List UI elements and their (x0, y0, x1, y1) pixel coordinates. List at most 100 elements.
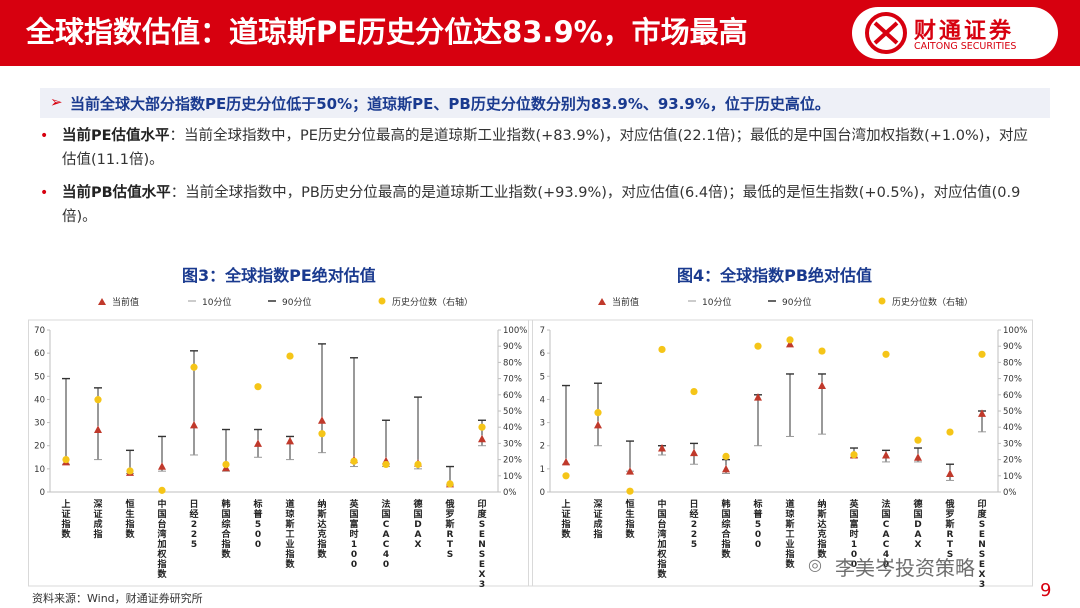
current-value-point (190, 420, 198, 429)
y-tick-label: 6 (540, 349, 545, 359)
current-value-point (626, 467, 634, 475)
percentile-point (190, 363, 198, 371)
bullet-icon: • (40, 185, 49, 201)
legend-label: 90分位 (782, 296, 811, 308)
current-value-point (882, 450, 890, 459)
x-tick-label: 恒生指数 (625, 498, 635, 540)
chart-title-pe: 图3：全球指数PE绝对估值 (182, 266, 376, 285)
percentile-point (882, 350, 890, 358)
y-tick-label: 1 (540, 465, 545, 475)
percentile-point (722, 452, 730, 460)
current-value-point (946, 469, 954, 477)
y-tick-label: 70 (34, 326, 45, 336)
pe-label: 当前PE估值水平 (62, 128, 170, 144)
wechat-icon: ◎ (808, 555, 822, 574)
legend-current-marker (98, 298, 106, 305)
percentile-point (62, 456, 70, 464)
current-value-point (562, 457, 570, 466)
current-value-point (914, 453, 922, 461)
summary-text: 当前全球大部分指数PE历史分位低于50%；道琼斯PE、PB历史分位数分别为83.… (70, 95, 830, 113)
header-bar: 全球指数估值：道琼斯PE历史分位达83.9%，市场最高 财通证券 CAITONG… (0, 0, 1080, 66)
y-tick-label: 10 (34, 465, 45, 475)
pe-paragraph: 当前PE估值水平：当前全球指数中，PE历史分位最高的是道琼斯工业指数(+83.9… (62, 124, 1042, 172)
x-tick-label: 纳斯达克指数 (317, 498, 327, 560)
y2-tick-label: 70% (1003, 375, 1022, 385)
y2-tick-label: 0% (503, 488, 517, 498)
y2-tick-label: 30% (1003, 439, 1022, 449)
percentile-point (754, 342, 762, 350)
percentile-point (158, 486, 166, 494)
y2-tick-label: 20% (503, 456, 522, 466)
current-value-point (94, 425, 102, 434)
pb-chart: 当前值 10分位 90分位 历史分位数（右轴）012345670%10%20%30%4… (528, 296, 1033, 590)
source-note: 资料来源：Wind，财通证券研究所 (32, 592, 203, 605)
y-tick-label: 0 (40, 488, 45, 498)
legend-current-marker (598, 298, 606, 305)
x-tick-label: 恒生指数 (125, 498, 135, 540)
percentile-point (94, 396, 102, 404)
logo-emblem-icon (865, 12, 907, 54)
percentile-point (786, 336, 794, 344)
x-tick-label: 标普 5 0 0 (752, 498, 762, 550)
current-value-point (158, 462, 166, 470)
x-tick-label: 纳斯达克指数 (817, 498, 827, 560)
legend-label: 历史分位数（右轴） (392, 296, 473, 308)
x-tick-label: 上证指数 (61, 498, 71, 540)
x-tick-label: 深证成指 (593, 498, 602, 540)
pb-label: 当前PB估值水平 (62, 185, 171, 201)
y2-tick-label: 0% (1003, 488, 1017, 498)
y-tick-label: 20 (34, 442, 45, 452)
chart-frame (528, 319, 1033, 587)
y-tick-label: 30 (34, 419, 45, 429)
current-value-point (978, 409, 986, 417)
percentile-point (286, 352, 294, 360)
legend-label: 90分位 (282, 296, 311, 308)
percentile-point (478, 423, 486, 431)
x-tick-label: 道琼斯工业指数 (785, 498, 795, 570)
x-tick-label: 德国 D A X (913, 498, 922, 550)
y-tick-label: 40 (34, 395, 45, 405)
y-tick-label: 60 (34, 349, 45, 359)
y2-tick-label: 60% (503, 391, 522, 401)
chart-frame (28, 319, 533, 587)
y2-tick-label: 70% (503, 375, 522, 385)
legend-label: 10分位 (702, 296, 731, 308)
pe-text: ：当前全球指数中，PE历史分位最高的是道琼斯工业指数(+83.9%)，对应估值(… (62, 128, 1028, 168)
legend-percentile-marker (378, 297, 386, 305)
percentile-point (914, 436, 922, 444)
x-tick-label: 上证指数 (561, 498, 571, 540)
x-tick-label: 道琼斯工业指数 (285, 498, 295, 570)
pb-paragraph: 当前PB估值水平：当前全球指数中，PB历史分位最高的是道琼斯工业指数(+93.9… (62, 181, 1042, 229)
percentile-point (850, 451, 858, 459)
percentile-point (690, 387, 698, 396)
x-tick-label: 标普 5 0 0 (252, 498, 262, 550)
current-value-point (286, 436, 294, 445)
pb-text: ：当前全球指数中，PB历史分位最高的是道琼斯工业指数(+93.9%)，对应估值(… (62, 185, 1021, 225)
percentile-point (382, 460, 390, 469)
y-tick-label: 5 (540, 372, 545, 382)
y2-tick-label: 40% (503, 423, 522, 433)
x-tick-label: 印度SENSEX30 (977, 498, 987, 590)
x-tick-label: 韩国综合指数 (721, 498, 731, 560)
x-tick-label: 日经 2 2 5 (689, 499, 698, 550)
current-value-point (658, 444, 666, 452)
bullet-icon: • (40, 128, 49, 144)
legend-label: 历史分位数（右轴） (892, 296, 973, 308)
legend-label: 当前值 (612, 296, 639, 308)
y2-tick-label: 90% (1003, 342, 1022, 352)
percentile-point (978, 350, 986, 358)
x-tick-label: 俄罗斯 R T S (944, 498, 954, 560)
percentile-point (222, 460, 230, 469)
percentile-point (626, 487, 634, 495)
y2-tick-label: 30% (503, 439, 522, 449)
percentile-point (594, 409, 602, 417)
x-tick-label: 法国 C A C 4 0 (381, 498, 390, 570)
x-tick-label: 韩国综合指数 (221, 498, 231, 560)
x-tick-label: 日经 2 2 5 (189, 499, 198, 550)
x-tick-label: 法国 C A C 4 0 (881, 498, 890, 570)
x-tick-label: 德国 D A X (413, 498, 422, 550)
current-value-point (818, 381, 826, 390)
y2-tick-label: 90% (503, 342, 522, 352)
logo-english-name: CAITONG SECURITIES (914, 41, 1017, 52)
current-value-point (786, 339, 794, 348)
